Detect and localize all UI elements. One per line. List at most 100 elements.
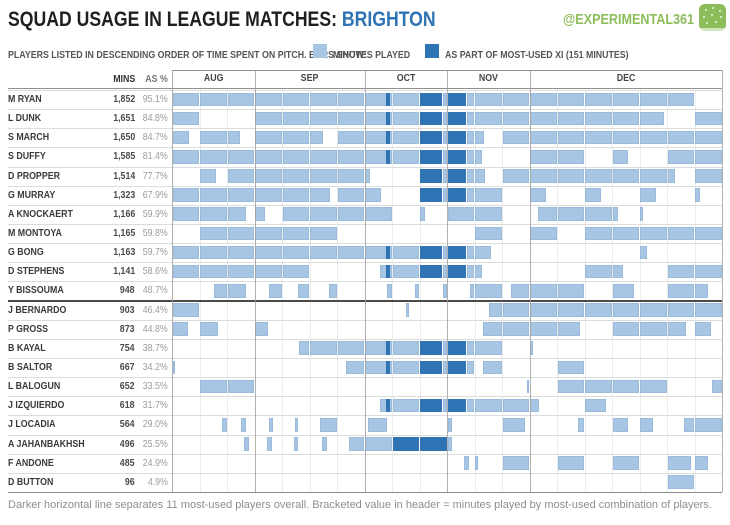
bar-segment (447, 130, 466, 145)
bar-segment (612, 379, 639, 394)
player-pct-text: 38.7% (142, 341, 168, 354)
bar-segment (466, 188, 474, 202)
player-name: J BERNARDO (8, 304, 96, 316)
bar-segment (172, 303, 199, 317)
bar-segment (475, 264, 483, 279)
bar-segment (255, 264, 282, 279)
bar-segment (227, 149, 254, 164)
legend-label-most-used-xi: AS PART OF MOST-USED XI (151 MINUTES) (445, 49, 629, 61)
bar-segment (392, 264, 419, 279)
bar-segment (200, 188, 227, 202)
bar-segment (557, 111, 584, 126)
player-name-text: B SALTOR (8, 361, 53, 373)
bar-segment (530, 130, 557, 145)
bar-segment (268, 283, 282, 298)
player-pct: 58.6% (137, 265, 168, 277)
bar-segment (420, 207, 425, 221)
bar-segment (392, 360, 419, 375)
bar-segment (365, 149, 392, 164)
player-minutes-text: 1,651 (112, 112, 135, 125)
player-pct: 4.9% (137, 476, 168, 488)
bar-segment (337, 188, 364, 202)
bar-segment (255, 169, 282, 183)
player-name: D BUTTON (8, 476, 96, 488)
bar-segment (640, 111, 664, 126)
bar-segment (612, 207, 619, 221)
player-name: M MONTOYA (8, 227, 96, 239)
bar-segment (530, 111, 557, 126)
player-pct-text: 59.7% (142, 246, 168, 259)
bar-segment (367, 417, 388, 432)
legend-label-minutes-played: MINUTES PLAYED (333, 49, 411, 61)
player-minutes-text: 754 (120, 341, 135, 354)
bar-segment (365, 130, 392, 145)
player-pct: 59.8% (137, 227, 168, 239)
player-name: S DUFFY (8, 150, 96, 162)
bar-segment (684, 417, 694, 432)
bar-segment (282, 264, 309, 279)
bar-segment (612, 111, 639, 126)
bar-segment (667, 226, 694, 241)
player-pct: 29.0% (137, 418, 168, 430)
player-pct: 48.7% (137, 284, 168, 296)
bar-segment (241, 417, 246, 432)
bar-segment (267, 437, 272, 451)
bar-segment (392, 398, 419, 413)
bar-segment (447, 437, 452, 451)
bar-segment (667, 92, 694, 107)
bar-segment (538, 207, 557, 221)
bar-segment (172, 149, 199, 164)
bar-segment (420, 264, 443, 279)
bar-segment (447, 92, 466, 107)
bar-segment (406, 303, 409, 317)
bar-segment (172, 111, 199, 126)
bar-segment (667, 283, 694, 298)
bar-segment (466, 341, 474, 355)
player-name-text: S DUFFY (8, 150, 46, 163)
bar-segment (466, 398, 474, 413)
bar-segment (282, 188, 309, 202)
player-name-text: J LOCADIA (8, 418, 56, 431)
month-label-text: AUG (203, 72, 224, 84)
bar-segment (365, 169, 370, 183)
bar-segment (557, 207, 584, 221)
bar-segment (585, 398, 606, 413)
player-minutes: 1,514 (93, 170, 135, 182)
bar-segment (530, 226, 557, 241)
player-minutes: 1,650 (93, 131, 135, 143)
month-boundary-line (722, 70, 723, 492)
bar-segment (578, 417, 584, 432)
legend-intro: PLAYERS LISTED IN DESCENDING ORDER OF TI… (8, 49, 367, 61)
player-name: D PROPPER (8, 170, 96, 182)
bar-segment (475, 130, 484, 145)
bar-segment (200, 379, 227, 394)
bar-segment (695, 169, 722, 183)
player-name-text: Y BISSOUMA (8, 284, 64, 297)
bar-segment (385, 92, 390, 107)
bar-segment (392, 437, 419, 451)
bar-segment (227, 264, 254, 279)
bar-segment (255, 188, 282, 202)
player-name: D STEPHENS (8, 265, 96, 277)
bar-segment (443, 245, 447, 260)
player-minutes: 496 (93, 438, 135, 450)
bar-segment (640, 92, 667, 107)
bar-segment (667, 456, 692, 470)
bar-segment (200, 207, 227, 221)
player-name: J IZQUIERDO (8, 399, 96, 411)
bar-segment (502, 456, 529, 470)
player-pct-text: 48.7% (142, 284, 168, 297)
bar-segment (466, 169, 474, 183)
bar-segment (502, 169, 529, 183)
bar-segment (255, 149, 282, 164)
player-name: M RYAN (8, 93, 96, 105)
bar-segment (667, 322, 686, 336)
player-pct-text: 77.7% (142, 169, 168, 182)
bar-segment (475, 111, 502, 126)
bar-segment (443, 398, 447, 413)
player-pct-text: 58.6% (142, 265, 168, 278)
player-name-text: J IZQUIERDO (8, 399, 65, 412)
player-name: L DUNK (8, 112, 96, 124)
player-name: G BONG (8, 246, 96, 258)
bar-segment (469, 283, 474, 298)
